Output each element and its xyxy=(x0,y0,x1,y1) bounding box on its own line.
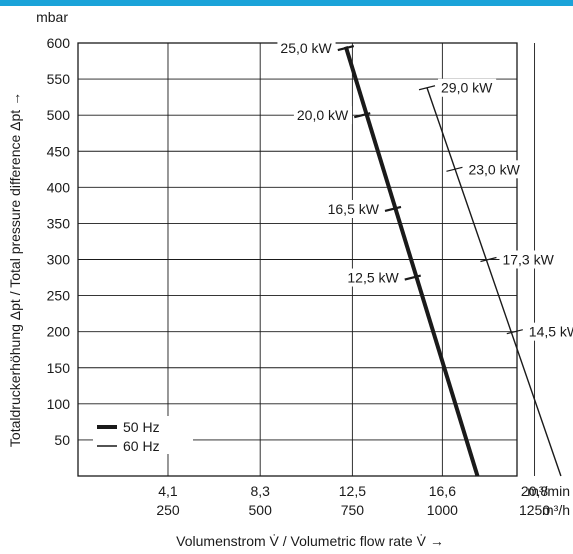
y-tick-label: 100 xyxy=(47,396,71,412)
power-tick-mark xyxy=(353,112,371,119)
y-tick-label: 150 xyxy=(47,360,71,376)
power-label: 20,0 kW xyxy=(297,107,349,123)
y-tick-label: 450 xyxy=(47,143,71,159)
power-label-background xyxy=(324,199,383,218)
y-tick-label: 300 xyxy=(47,252,71,268)
x-tick-label-secondary: 1250 xyxy=(519,502,550,518)
legend-box xyxy=(93,416,193,454)
power-tick-mark xyxy=(384,205,402,213)
series-line-50hz xyxy=(343,46,480,477)
power-label-background xyxy=(277,39,336,58)
power-tick-mark xyxy=(446,166,463,172)
power-label-background xyxy=(293,106,353,125)
power-tick-mark xyxy=(337,44,355,52)
y-tick-label: 350 xyxy=(47,215,71,231)
power-label-background xyxy=(344,268,403,287)
power-label: 25,0 kW xyxy=(280,40,332,56)
x-tick-label-primary: 12,5 xyxy=(339,483,366,499)
power-tick-mark xyxy=(480,256,497,263)
x-tick-label-secondary: 250 xyxy=(156,502,180,518)
power-label: 12,5 kW xyxy=(347,270,399,286)
x-tick-label-secondary: 500 xyxy=(249,502,273,518)
power-label-background xyxy=(499,250,558,269)
legend-label: 60 Hz xyxy=(123,438,160,454)
y-tick-label: 550 xyxy=(47,71,71,87)
y-unit-label: mbar xyxy=(36,9,68,25)
power-tick-mark xyxy=(506,329,523,335)
legend-label: 50 Hz xyxy=(123,419,160,435)
y-tick-label: 500 xyxy=(47,107,71,123)
power-label: 29,0 kW xyxy=(441,80,493,96)
x-unit-primary: m³/min xyxy=(527,483,570,499)
power-label: 16,5 kW xyxy=(328,201,380,217)
top-accent-bar xyxy=(0,0,573,6)
power-label: 23,0 kW xyxy=(468,161,520,177)
series-line-60hz xyxy=(426,87,562,477)
x-tick-label-secondary: 750 xyxy=(341,502,365,518)
x-tick-label-primary: 4,1 xyxy=(158,483,178,499)
x-axis-title: Volumenstrom V̇ / Volumetric flow rate V… xyxy=(176,533,444,549)
y-tick-label: 50 xyxy=(54,432,70,448)
power-label: 17,3 kW xyxy=(502,252,554,268)
y-tick-label: 600 xyxy=(47,35,71,51)
y-axis-title: Totaldruckerhöhung Δpt / Total pressure … xyxy=(7,92,23,447)
power-label-background xyxy=(525,322,573,341)
power-label-background xyxy=(438,78,497,97)
x-tick-label-primary: 20,8 xyxy=(521,483,548,499)
x-tick-label-secondary: 1000 xyxy=(427,502,458,518)
power-label: 14,5 kW xyxy=(529,324,573,340)
y-tick-label: 400 xyxy=(47,179,71,195)
power-label-background xyxy=(465,160,524,179)
x-tick-label-primary: 8,3 xyxy=(250,483,270,499)
power-tick-mark xyxy=(404,274,422,281)
power-tick-mark xyxy=(418,85,436,91)
y-tick-label: 250 xyxy=(47,288,71,304)
x-tick-label-primary: 16,6 xyxy=(429,483,456,499)
x-unit-secondary: m³/h xyxy=(542,502,570,518)
y-tick-label: 200 xyxy=(47,324,71,340)
